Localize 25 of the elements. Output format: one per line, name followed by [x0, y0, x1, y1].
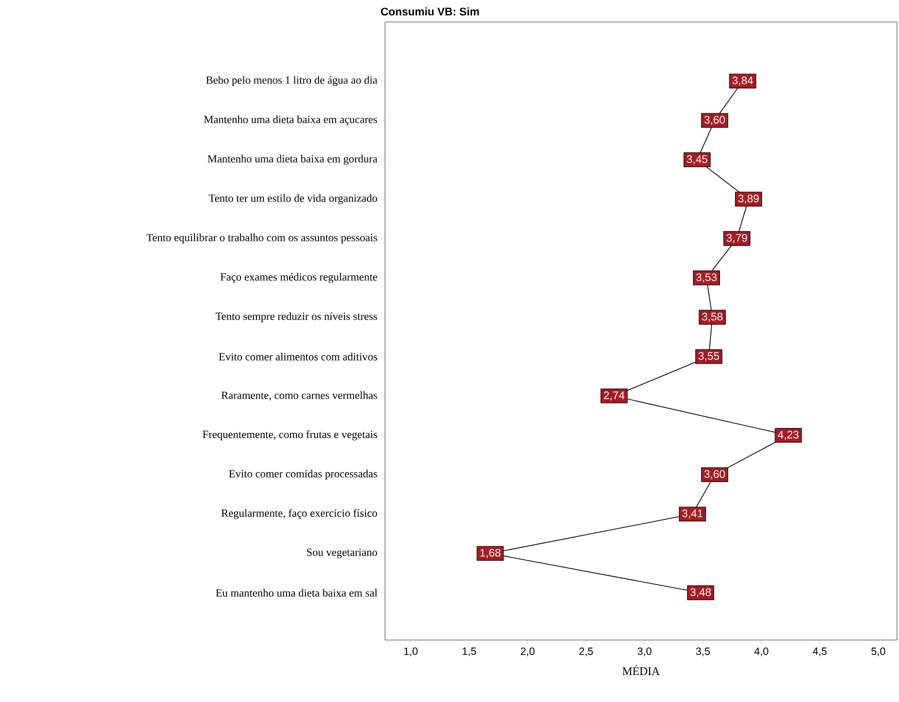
y-tick-label: Evito comer alimentos com aditivos	[218, 352, 378, 360]
y-tick-label: Tento sempre reduzir os níveis stress	[216, 312, 378, 322]
x-tick-label: 1,0	[404, 648, 418, 656]
x-tick-label: 5,0	[871, 648, 886, 656]
x-tick-label: 2,5	[579, 648, 593, 656]
y-tick-label: Sou vegetariano	[307, 548, 378, 558]
x-tick-label: 3,5	[696, 648, 710, 656]
y-tick-label: Mantenho uma dieta baixa em açucares	[204, 115, 378, 126]
y-tick-label: Evito comer comidas processadas	[229, 470, 378, 480]
y-tick-label: Frequentemente, como frutas e vegetais	[202, 430, 378, 440]
x-tick-label: 2,0	[520, 648, 534, 656]
y-tick-label: Bebo pelo menos 1 litro de água ao dia	[206, 76, 378, 86]
y-tick-label: Tento equilibrar o trabalho com os assuntos pessoais	[146, 234, 378, 244]
x-axis-title: MÉDIA	[622, 665, 660, 675]
y-tick-label: Regularmente, faço exercício físico	[221, 508, 378, 520]
y-tick-label: Eu mantenho uma dieta baixa em sal	[216, 588, 378, 597]
y-tick-label: Raramente, como carnes vermelhas	[221, 391, 378, 401]
y-tick-label: Tento ter um estilo de vida organizado	[208, 194, 378, 204]
x-tick-label: 4,5	[812, 648, 827, 656]
x-tick-label: 3,0	[638, 648, 652, 656]
y-tick-label: Mantenho uma dieta baixa em gordura	[208, 154, 378, 165]
y-tick-label: Faço exames médicos regularmente	[220, 272, 378, 283]
x-tick-label: 1,5	[462, 648, 476, 656]
x-tick-label: 4,0	[754, 648, 768, 656]
chart-title: Consumiu VB: Sim	[380, 7, 479, 16]
